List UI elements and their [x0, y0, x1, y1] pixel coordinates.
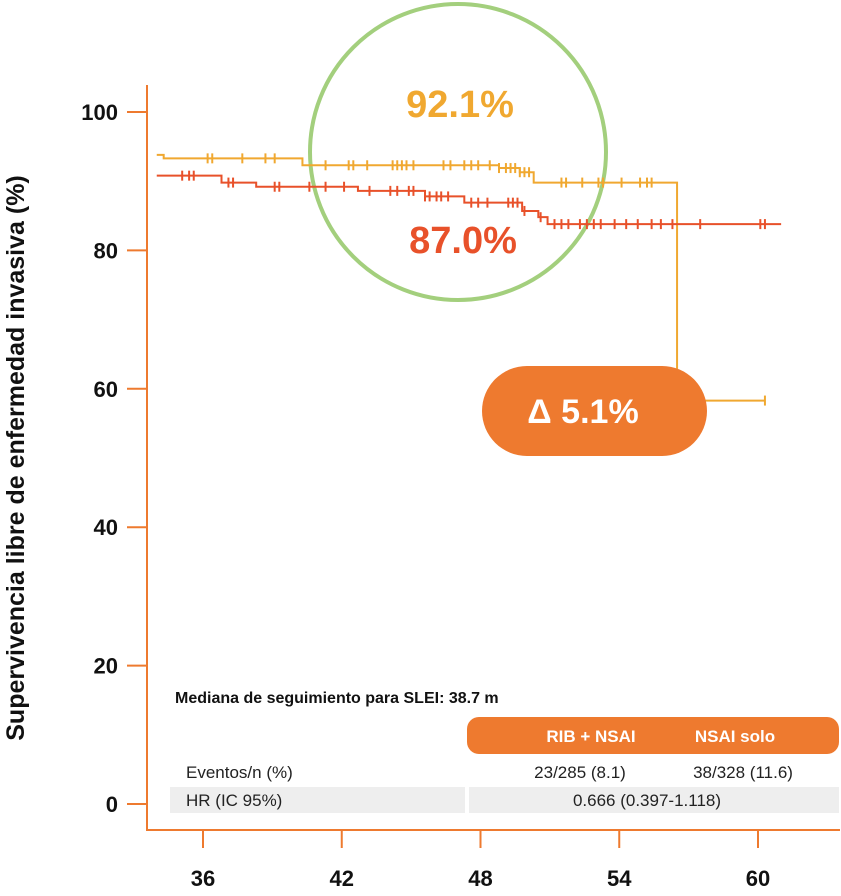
table-header-nsai: NSAI solo: [695, 727, 775, 746]
followup-label: Mediana de seguimiento para SLEI: 38.7 m: [175, 690, 499, 707]
y-tick-label: 80: [94, 238, 118, 263]
series-1: [156, 170, 782, 230]
highlight-circle: [308, 2, 608, 302]
rib-value-label: 92.1%: [406, 84, 514, 126]
table-hr-row-bg-right: [469, 787, 839, 813]
table-cell-events-nsai: 38/328 (11.6): [693, 763, 793, 782]
delta-label: Δ 5.1%: [527, 393, 638, 431]
nsai-value-label: 87.0%: [409, 220, 517, 262]
y-tick-label: 100: [81, 100, 118, 125]
series-line: [156, 174, 782, 226]
x-tick-label: 54: [607, 866, 632, 891]
series-layer: [156, 153, 782, 406]
x-ticks: 36 42 48 54 60: [191, 830, 770, 891]
table-row-label-events: Eventos/n (%): [186, 763, 293, 782]
x-tick-label: 36: [191, 866, 215, 891]
series-0: [156, 153, 766, 406]
x-tick-label: 60: [746, 866, 770, 891]
table-cell-hr: 0.666 (0.397-1.118): [573, 791, 721, 810]
series-line: [156, 153, 765, 402]
delta-pill: [482, 366, 707, 456]
table-header-rib: RIB + NSAI: [546, 727, 635, 746]
y-tick-label: 60: [94, 377, 118, 402]
y-tick-label: 20: [94, 654, 118, 679]
table-row-label-hr: HR (IC 95%): [186, 791, 282, 810]
x-tick-label: 48: [468, 866, 492, 891]
x-tick-label: 42: [330, 866, 354, 891]
y-axis-label: Supervivencia libre de enfermedad invasi…: [2, 175, 30, 741]
table-header-bar: [467, 717, 839, 754]
y-tick-label: 0: [106, 792, 118, 817]
y-ticks: 0 20 40 60 80 100: [81, 100, 147, 817]
table-hr-row-bg-left: [170, 787, 465, 813]
y-tick-label: 40: [94, 515, 118, 540]
table-cell-events-rib: 23/285 (8.1): [534, 763, 626, 782]
